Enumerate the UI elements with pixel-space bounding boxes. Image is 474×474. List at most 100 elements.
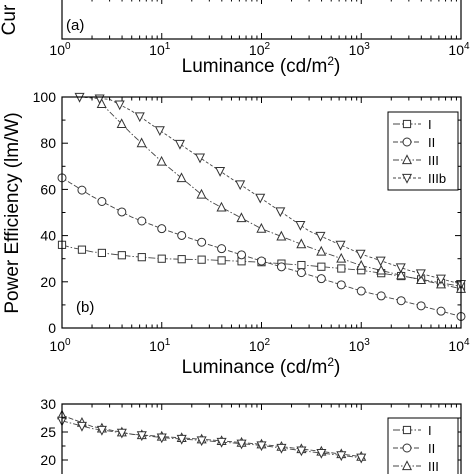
legend-label: III xyxy=(428,153,439,168)
middle-x-tick-label: 101 xyxy=(149,337,171,354)
series-marker xyxy=(235,180,246,191)
series-marker xyxy=(276,262,286,272)
top-x-tick-label: 101 xyxy=(149,41,171,58)
panel-top: Cur (a) 100 101 102 103 104 Luminance (cd/m2… xyxy=(0,0,470,77)
series-marker xyxy=(315,231,326,242)
legend-label: I xyxy=(428,423,432,438)
middle-ylabel: Power Efficiency (lm/W) xyxy=(2,112,23,313)
middle-x-tick-labels: 100 101 102 103 104 xyxy=(49,337,470,354)
series-marker xyxy=(136,431,147,442)
legend-marker xyxy=(401,154,413,165)
series-marker xyxy=(156,433,167,444)
series-marker xyxy=(396,296,406,306)
series-marker xyxy=(77,185,87,195)
middle-y-tick-label: 20 xyxy=(40,274,56,290)
series-line-2 xyxy=(62,420,362,459)
series-marker xyxy=(137,216,147,226)
series-marker xyxy=(114,100,125,111)
series-marker xyxy=(176,434,187,445)
series-marker xyxy=(216,201,227,212)
series-marker xyxy=(196,188,207,199)
legend-marker xyxy=(402,137,412,147)
middle-x-tick-label: 104 xyxy=(448,337,470,354)
series-marker xyxy=(256,441,267,452)
series-marker xyxy=(256,222,267,233)
legend-marker xyxy=(402,425,412,435)
top-axes xyxy=(61,0,462,40)
series-marker xyxy=(116,428,127,439)
middle-y-tick-labels: 0 20 40 60 80 100 xyxy=(33,89,57,336)
series-marker xyxy=(316,245,327,256)
series-marker xyxy=(337,264,346,273)
series-marker xyxy=(415,269,426,280)
series-line-1 xyxy=(62,414,362,458)
top-x-tick-label: 104 xyxy=(448,41,470,58)
series-marker xyxy=(416,274,427,284)
series-marker xyxy=(376,264,387,275)
series-marker xyxy=(335,240,346,251)
series-marker xyxy=(217,256,226,265)
series-marker xyxy=(275,207,286,218)
legend-label: IIIb xyxy=(428,171,446,186)
series-marker xyxy=(117,251,126,260)
series-marker xyxy=(356,286,366,296)
top-x-tick-label: 102 xyxy=(249,41,271,58)
series-marker xyxy=(215,167,226,177)
middle-curves xyxy=(57,92,467,321)
legend-marker xyxy=(401,460,413,471)
legend-marker xyxy=(401,173,413,184)
panel-middle: Power Efficiency (lm/W) 0 20 40 60 80 100 100… xyxy=(2,89,470,378)
middle-x-tick-label: 102 xyxy=(249,337,271,354)
series-marker xyxy=(195,153,206,164)
series-marker xyxy=(295,220,306,231)
series-marker xyxy=(436,306,446,316)
series-marker xyxy=(134,112,145,123)
legend-label: I xyxy=(428,117,432,132)
middle-y-tick-label: 40 xyxy=(40,228,56,244)
series-marker xyxy=(156,155,167,166)
series-marker xyxy=(157,224,167,234)
series-marker xyxy=(236,439,247,450)
series-marker xyxy=(255,193,266,204)
bottom-y-tick-labels: 30 25 20 xyxy=(40,396,56,468)
bottom-curves xyxy=(56,409,367,464)
middle-y-tick-label: 80 xyxy=(40,135,56,151)
top-panel-label: (a) xyxy=(66,17,84,34)
series-marker xyxy=(297,260,306,270)
series-marker xyxy=(316,274,326,284)
middle-y-tick-label: 60 xyxy=(40,181,56,197)
series-marker xyxy=(395,263,406,274)
series-marker xyxy=(196,436,207,447)
series-marker xyxy=(296,446,307,457)
series-marker xyxy=(97,248,107,258)
bottom-y-tick-label: 30 xyxy=(40,396,56,412)
series-marker xyxy=(197,237,207,247)
series-marker xyxy=(154,126,165,137)
series-marker xyxy=(217,244,227,254)
series-marker xyxy=(177,230,187,240)
series-marker xyxy=(416,301,426,311)
middle-x-tick-label: 100 xyxy=(49,337,71,354)
middle-y-tick-label: 100 xyxy=(33,89,57,105)
series-marker xyxy=(136,137,147,148)
series-marker xyxy=(276,443,287,454)
top-x-tick-labels: 100 101 102 103 104 xyxy=(49,41,470,58)
series-marker xyxy=(216,437,227,448)
series-marker xyxy=(336,280,346,290)
series-marker xyxy=(174,139,185,150)
series-marker xyxy=(177,255,186,264)
series-marker xyxy=(157,254,166,263)
top-xlabel: Luminance (cd/m2) xyxy=(182,54,341,77)
series-marker xyxy=(435,274,446,285)
series-marker xyxy=(356,259,367,270)
series-marker xyxy=(137,253,146,262)
series-marker xyxy=(316,448,327,459)
series-marker xyxy=(236,212,247,223)
bottom-y-tick-label: 25 xyxy=(40,424,56,440)
middle-axes xyxy=(61,96,462,329)
series-marker xyxy=(176,172,187,183)
series-marker xyxy=(396,269,407,280)
